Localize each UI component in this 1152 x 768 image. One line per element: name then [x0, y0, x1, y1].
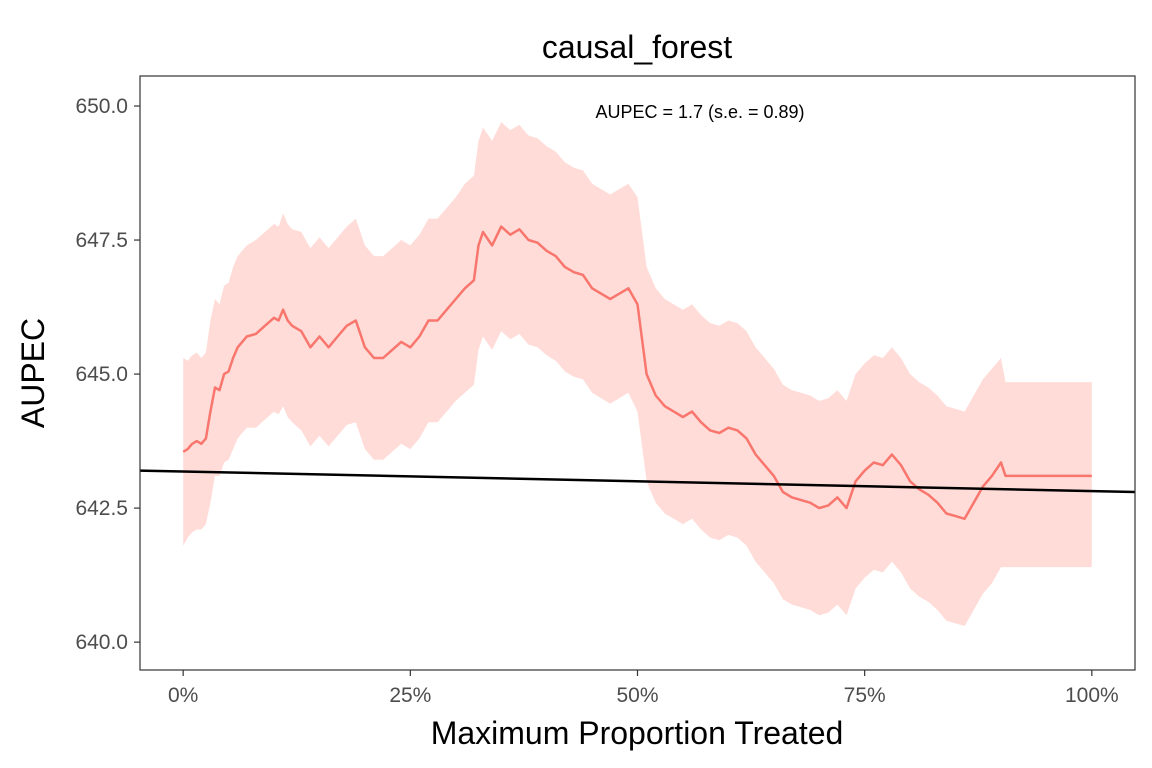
y-axis-title: AUPEC	[15, 318, 51, 428]
x-axis: 0% 25% 50% 75% 100%	[168, 670, 1119, 707]
plot-area	[139, 122, 1136, 626]
x-tick-label: 100%	[1065, 684, 1119, 707]
y-tick-label: 640.0	[75, 631, 128, 654]
y-tick-label: 647.5	[75, 229, 128, 252]
x-tick-label: 75%	[844, 684, 886, 707]
x-axis-title: Maximum Proportion Treated	[431, 715, 844, 751]
confidence-band	[183, 122, 1092, 626]
y-tick-label: 645.0	[75, 363, 128, 386]
y-tick-label: 642.5	[75, 497, 128, 520]
x-tick-label: 25%	[389, 684, 431, 707]
y-tick-label: 650.0	[75, 95, 128, 118]
x-tick-label: 0%	[168, 684, 198, 707]
aupec-line	[182, 225, 1092, 521]
aupec-annotation: AUPEC = 1.7 (s.e. = 0.89)	[595, 102, 804, 122]
chart-title: causal_forest	[542, 29, 732, 65]
reference-line	[139, 469, 1136, 494]
x-tick-label: 50%	[616, 684, 658, 707]
y-axis: 640.0 642.5 645.0 647.5 650.0	[75, 95, 140, 654]
